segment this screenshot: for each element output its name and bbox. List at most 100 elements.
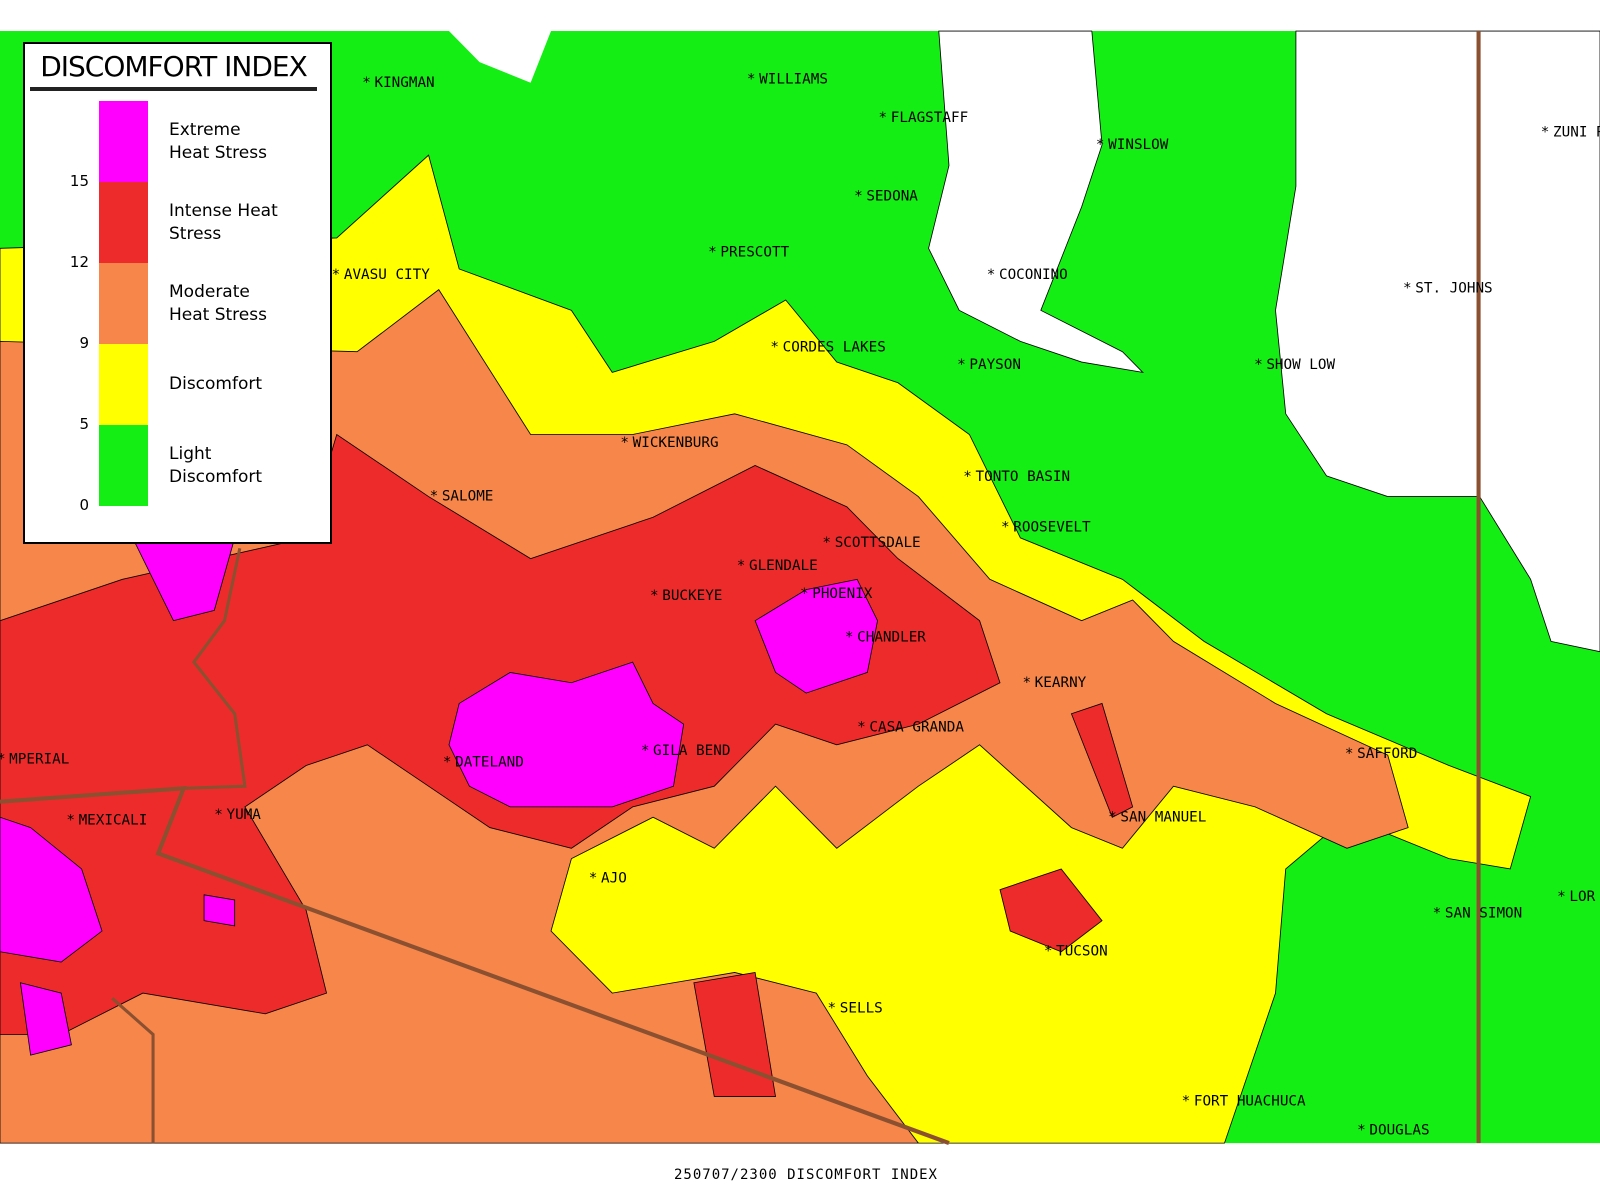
city-marker: *	[430, 488, 439, 504]
city-marker: *	[362, 75, 371, 91]
city-label: GILA BEND	[653, 743, 730, 759]
city-label: DOUGLAS	[1369, 1123, 1429, 1139]
city-marker: *	[822, 535, 831, 551]
city-label: ZUNI P	[1553, 124, 1600, 140]
city-label: KINGMAN	[374, 75, 434, 91]
city-label: ROOSEVELT	[1013, 520, 1091, 536]
legend-tick-label: 5	[79, 415, 89, 433]
legend-swatch	[99, 263, 148, 344]
city-label: TONTO BASIN	[976, 469, 1071, 485]
city-label: LOR	[1569, 889, 1595, 905]
city-label: MPERIAL	[9, 751, 69, 767]
city-label: FORT HUACHUCA	[1194, 1094, 1306, 1110]
city-label: SEDONA	[866, 188, 918, 204]
footer: 250707/2300 DISCOMFORT INDEX	[673, 1167, 938, 1183]
city-marker: *	[1433, 905, 1442, 921]
city-label: CORDES LAKES	[783, 340, 886, 356]
city-marker: *	[1345, 746, 1354, 762]
white-zone	[928, 30, 1145, 374]
city-marker: *	[1254, 357, 1263, 373]
legend-tick-label: 9	[79, 334, 89, 352]
city-label: CHANDLER	[857, 629, 926, 645]
city-marker: *	[0, 751, 6, 767]
city-label: SHOW LOW	[1266, 357, 1335, 373]
city-label: PHOENIX	[812, 586, 873, 602]
city-marker: *	[650, 588, 659, 604]
legend-label: Light Discomfort	[169, 443, 263, 487]
city-label: CASA GRANDA	[869, 719, 964, 735]
city-marker: *	[857, 719, 866, 735]
legend-label: Extreme Heat Stress	[169, 119, 267, 163]
legend-label: Intense Heat Stress	[169, 200, 278, 244]
legend-tick-label: 12	[69, 253, 89, 271]
city-label: WICKENBURG	[633, 435, 719, 451]
city-marker: *	[708, 244, 717, 260]
city-marker: *	[845, 629, 854, 645]
legend-label: Moderate Heat Stress	[169, 281, 267, 325]
legend-label: Discomfort	[169, 374, 263, 394]
city-label: FLAGSTAFF	[891, 110, 968, 126]
city-label: WINSLOW	[1108, 137, 1169, 153]
city-label: DATELAND	[455, 754, 524, 770]
city-label: AVASU CITY	[344, 267, 430, 283]
city-label: PRESCOTT	[720, 244, 789, 260]
city-marker: *	[828, 1001, 837, 1017]
city-marker: *	[854, 188, 863, 204]
city-marker: *	[641, 743, 650, 759]
national-border	[0, 785, 950, 1146]
legend-swatch	[99, 182, 148, 263]
city-label: SCOTTSDALE	[835, 535, 921, 551]
city-marker: *	[1001, 520, 1010, 536]
legend-title: DISCOMFORT INDEX	[30, 47, 317, 91]
city-marker: *	[1022, 675, 1031, 691]
city-label: WILLIAMS	[759, 72, 828, 88]
city-marker: *	[957, 357, 966, 373]
legend-tick-label: 0	[79, 496, 89, 514]
city-marker: *	[737, 558, 746, 574]
city-marker: *	[747, 72, 756, 88]
city-marker: *	[1044, 944, 1053, 960]
city-marker: *	[770, 340, 779, 356]
city-label: SALOME	[442, 488, 494, 504]
city-label: COCONINO	[999, 267, 1068, 283]
city-marker: *	[879, 110, 888, 126]
legend-swatch	[99, 101, 148, 182]
city-label: SAFFORD	[1357, 746, 1417, 762]
legend-swatch	[99, 425, 148, 506]
city-marker: *	[443, 754, 452, 770]
city-marker: *	[66, 812, 75, 828]
city-label: SAN MANUEL	[1120, 809, 1206, 825]
magenta-zone	[0, 537, 878, 1056]
city-label: MEXICALI	[79, 812, 148, 828]
city-marker: *	[1182, 1094, 1191, 1110]
city-marker: *	[1357, 1123, 1366, 1139]
city-label: AJO	[601, 870, 627, 886]
city-label: SELLS	[840, 1001, 883, 1017]
city-label: TUCSON	[1056, 944, 1108, 960]
city-label: KEARNY	[1035, 675, 1087, 691]
city-label: BUCKEYE	[662, 588, 722, 604]
legend-swatch	[99, 344, 148, 425]
city-label: YUMA	[227, 807, 262, 823]
city-marker: *	[1108, 809, 1117, 825]
city-label: SAN SIMON	[1445, 905, 1522, 921]
red-zone	[693, 702, 1134, 1097]
city-label: GLENDALE	[749, 558, 818, 574]
city-marker: *	[1541, 124, 1550, 140]
city-marker: *	[1403, 281, 1412, 297]
city-marker: *	[589, 870, 598, 886]
city-marker: *	[800, 586, 809, 602]
white-zone	[1275, 30, 1600, 653]
city-marker: *	[1557, 889, 1566, 905]
city-label: PAYSON	[969, 357, 1021, 373]
city-label: ST. JOHNS	[1415, 281, 1492, 297]
city-marker: *	[620, 435, 629, 451]
legend-tick-label: 15	[69, 172, 89, 190]
city-marker: *	[332, 267, 341, 283]
white-zone	[0, 31, 552, 83]
legend: DISCOMFORT INDEX Light Discomfort Discomf…	[23, 42, 332, 544]
city-marker: *	[987, 267, 996, 283]
river	[111, 547, 247, 1144]
